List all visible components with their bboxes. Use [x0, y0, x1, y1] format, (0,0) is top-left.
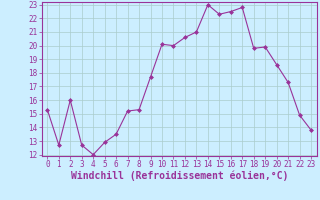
X-axis label: Windchill (Refroidissement éolien,°C): Windchill (Refroidissement éolien,°C): [70, 171, 288, 181]
